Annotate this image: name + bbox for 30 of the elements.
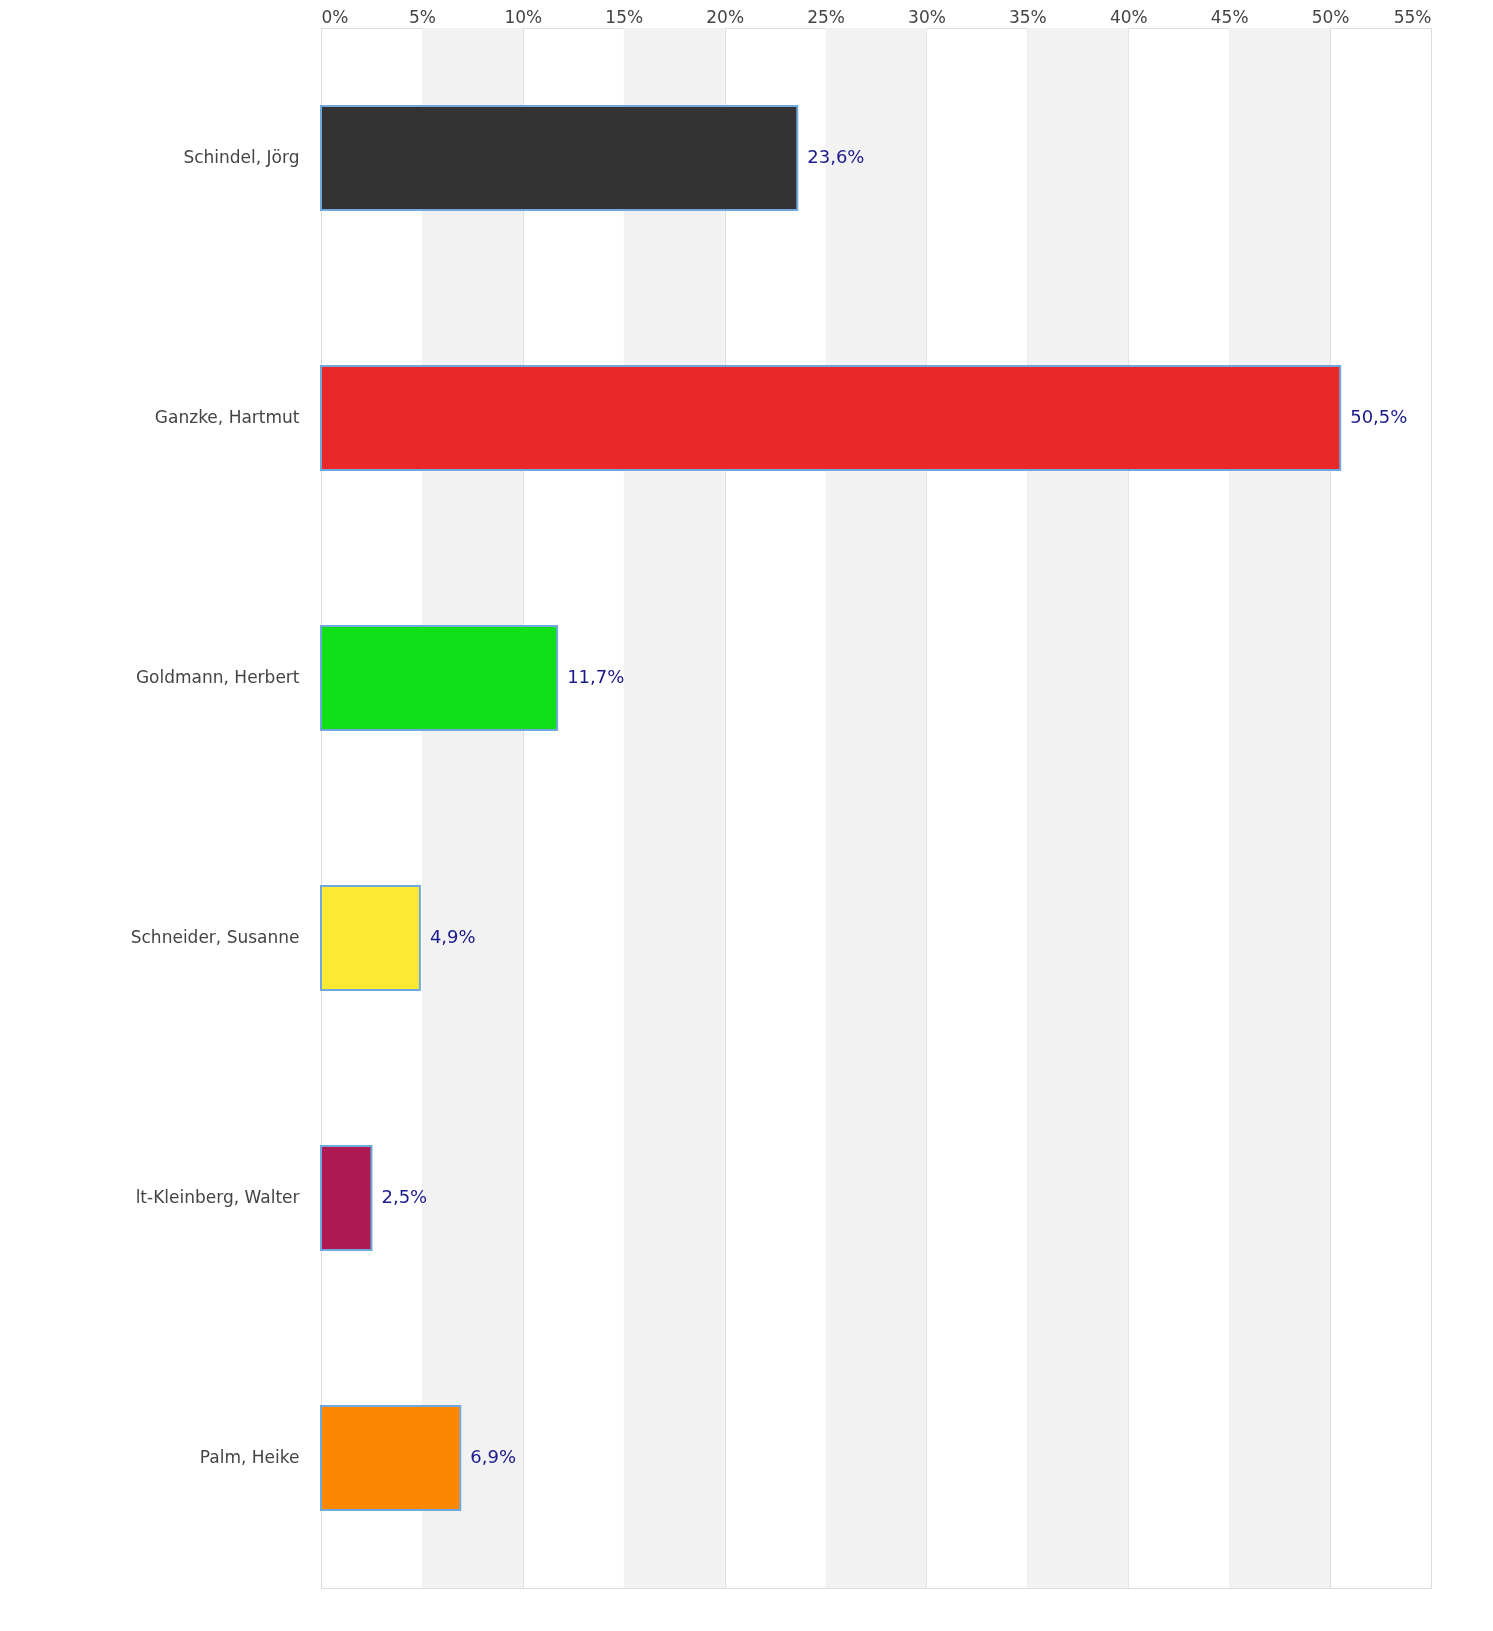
x-tick-label: 50% — [1311, 6, 1350, 27]
x-tick-label: 20% — [706, 6, 745, 27]
bar — [320, 105, 799, 211]
x-tick-label: 15% — [605, 6, 644, 27]
data-label: 2,5% — [381, 1186, 428, 1207]
bar — [320, 1405, 462, 1511]
y-tick-label: Ganzke, Hartmut — [154, 407, 300, 427]
x-tick-label: 35% — [1008, 6, 1047, 27]
bar — [320, 1145, 373, 1251]
x-tick-label: 45% — [1210, 6, 1249, 27]
x-tick-label: 40% — [1109, 6, 1148, 27]
bar — [320, 625, 559, 731]
x-tick-label: 25% — [807, 6, 845, 27]
y-tick-label: Palm, Heike — [199, 1447, 300, 1467]
y-tick-label: lt-Kleinberg, Walter — [135, 1187, 300, 1207]
data-label: 23,6% — [807, 146, 865, 167]
data-label: 11,7% — [567, 666, 625, 687]
data-label: 6,9% — [470, 1446, 516, 1467]
y-tick-label: Schneider, Susanne — [130, 927, 300, 947]
y-tick-label: Goldmann, Herbert — [135, 667, 300, 687]
bar — [320, 365, 1342, 471]
x-tick-label: 5% — [408, 6, 436, 27]
x-tick-label: 55% — [1393, 6, 1432, 27]
x-tick-label: 0% — [321, 6, 349, 27]
bar — [320, 885, 421, 991]
x-tick-label: 30% — [908, 6, 946, 27]
x-tick-label: 10% — [504, 6, 543, 27]
data-label: 4,9% — [429, 926, 476, 947]
y-tick-label: Schindel, Jörg — [183, 147, 300, 167]
data-label: 50,5% — [1350, 406, 1408, 427]
